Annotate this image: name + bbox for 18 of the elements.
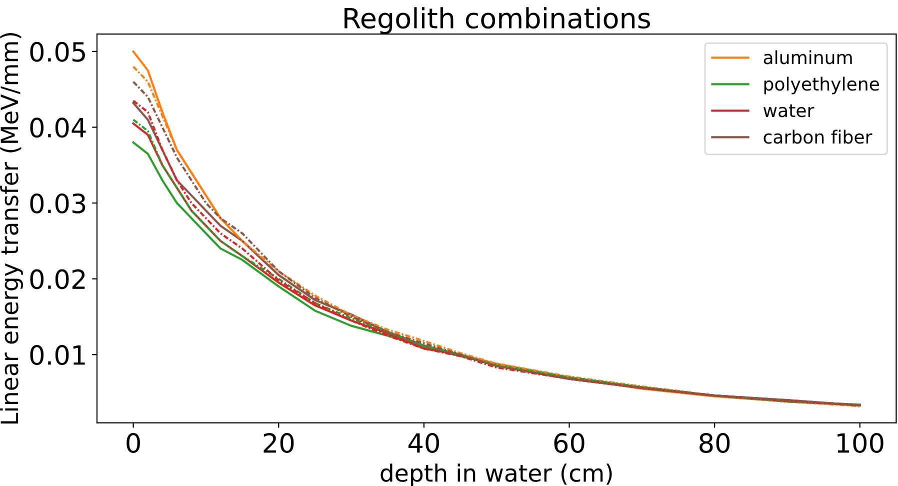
y-axis-title: Linear energy transfer (MeV/mm) (0, 33, 23, 424)
legend-label: polyethylene (764, 76, 879, 94)
y-tick-label: 0.01 (30, 345, 85, 366)
legend-label: aluminum (764, 50, 852, 64)
y-tick-label: 0.03 (30, 193, 86, 214)
x-tick-label: 100 (838, 433, 884, 453)
x-axis-title: depth in water (cm) (380, 464, 612, 486)
y-tick-label: 0.04 (30, 118, 86, 138)
y-tick-label: 0.02 (30, 269, 85, 290)
x-tick-label: 40 (408, 433, 439, 453)
x-tick-label: 80 (700, 433, 730, 453)
chart-title: Regolith combinations (344, 7, 650, 34)
y-tick-label: 0.05 (30, 42, 85, 62)
legend-label: carbon fiber (764, 130, 872, 144)
legend-label: water (764, 104, 814, 118)
x-tick-label: 0 (126, 433, 140, 453)
x-tick-label: 60 (554, 433, 584, 453)
x-tick-label: 20 (264, 433, 294, 453)
